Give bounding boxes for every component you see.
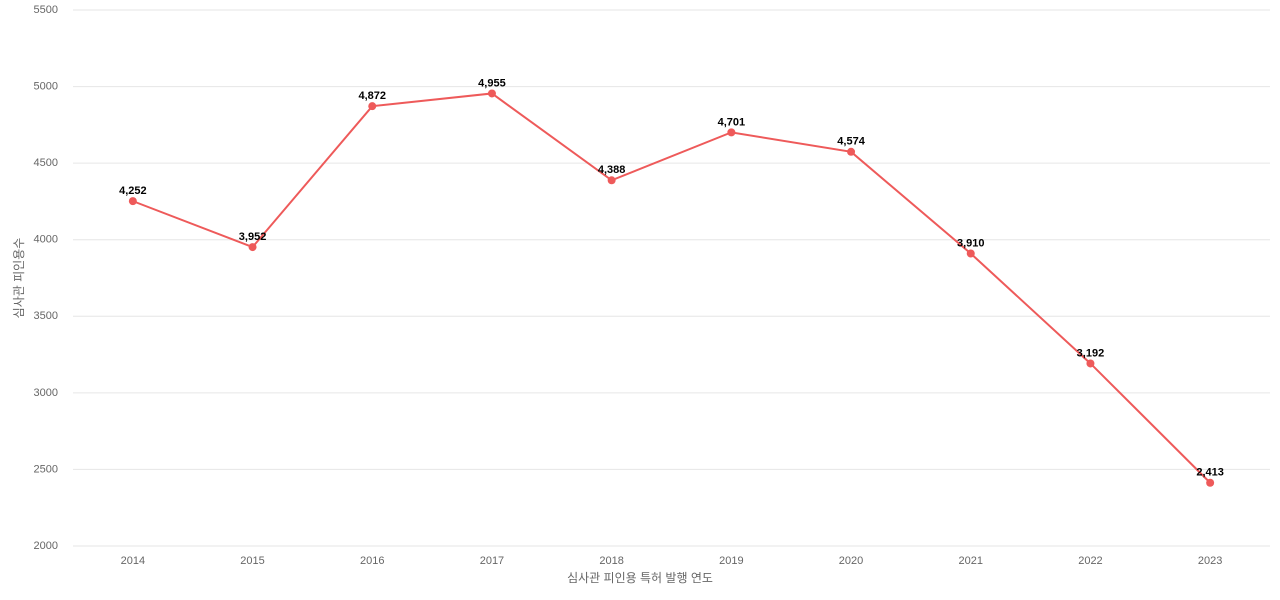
y-tick-label: 5500 — [34, 4, 58, 16]
data-point — [128, 197, 137, 206]
data-point — [487, 89, 496, 98]
x-tick-label: 2017 — [480, 555, 504, 567]
y-axis-title: 심사관 피인용수 — [12, 238, 26, 319]
data-point — [1086, 359, 1095, 368]
y-tick-label: 4000 — [34, 234, 58, 246]
y-tick-label: 2500 — [34, 463, 58, 475]
x-tick-label: 2014 — [121, 555, 145, 567]
y-tick-label: 3500 — [34, 310, 58, 322]
data-label: 4,574 — [837, 136, 865, 148]
y-tick-label: 3000 — [34, 387, 58, 399]
x-tick-label: 2018 — [599, 555, 623, 567]
data-label: 4,252 — [119, 185, 147, 197]
data-label: 3,952 — [239, 231, 267, 243]
x-tick-label: 2015 — [240, 555, 264, 567]
x-tick-label: 2023 — [1198, 555, 1222, 567]
data-point — [368, 102, 377, 111]
data-point — [248, 243, 257, 252]
data-label: 4,701 — [718, 116, 746, 128]
y-tick-label: 4500 — [34, 157, 58, 169]
data-point — [727, 128, 736, 137]
data-label: 3,192 — [1077, 347, 1105, 359]
y-tick-label: 2000 — [34, 540, 58, 552]
data-point — [607, 176, 616, 185]
x-tick-label: 2020 — [839, 555, 863, 567]
data-point — [1206, 478, 1215, 487]
x-tick-label: 2022 — [1078, 555, 1102, 567]
data-point — [847, 147, 856, 156]
x-tick-label: 2021 — [959, 555, 983, 567]
data-point — [966, 249, 975, 258]
data-label: 3,910 — [957, 237, 985, 249]
x-axis-title: 심사관 피인용 특허 발행 연도 — [567, 570, 713, 585]
x-tick-label: 2016 — [360, 555, 384, 567]
data-label: 4,388 — [598, 164, 626, 176]
data-label: 4,872 — [358, 90, 386, 102]
data-label: 2,413 — [1196, 467, 1224, 479]
y-tick-label: 5000 — [34, 80, 58, 92]
data-label: 4,955 — [478, 77, 506, 89]
x-tick-label: 2019 — [719, 555, 743, 567]
data-line — [132, 92, 1211, 484]
